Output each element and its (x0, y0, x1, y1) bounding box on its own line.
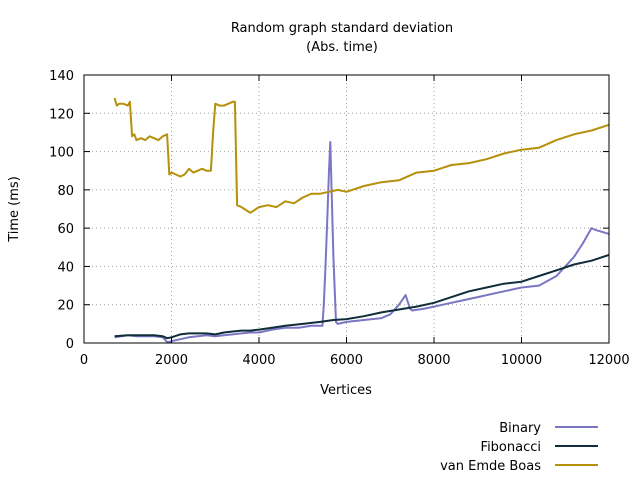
legend-label: Binary (499, 421, 541, 436)
series-lines (113, 97, 610, 343)
series-line-1 (114, 253, 610, 340)
x-tick-label: 0 (80, 353, 88, 368)
legend-label: Fibonacci (481, 440, 541, 455)
series-line-0 (114, 141, 610, 343)
x-tick-label: 10000 (501, 353, 542, 368)
y-tick-label: 0 (66, 337, 74, 352)
x-tick-label: 4000 (242, 353, 275, 368)
chart-subtitle: (Abs. time) (306, 40, 378, 55)
legend: Binary Fibonacci van Emde Boas (440, 421, 598, 474)
y-tick-label: 20 (57, 299, 74, 314)
x-tick-label: 8000 (417, 353, 450, 368)
x-tick-label: 6000 (330, 353, 363, 368)
grid-lines (84, 75, 609, 343)
y-tick-label: 40 (57, 260, 74, 275)
x-tick-label: 2000 (155, 353, 188, 368)
y-tick-label: 100 (49, 146, 74, 161)
y-tick-label: 80 (57, 184, 74, 199)
y-axis-ticks: 0 20 40 60 80 100 120 140 (49, 69, 609, 352)
y-tick-label: 120 (49, 107, 74, 122)
y-tick-label: 140 (49, 69, 74, 84)
legend-label: van Emde Boas (440, 459, 541, 474)
chart-title: Random graph standard deviation (231, 21, 453, 36)
x-axis-ticks: 0 2000 4000 6000 8000 10000 12000 (80, 75, 630, 368)
y-tick-label: 60 (57, 222, 74, 237)
x-tick-label: 12000 (588, 353, 629, 368)
y-axis-label: Time (ms) (7, 176, 22, 243)
series-line-2 (113, 97, 610, 214)
x-axis-label: Vertices (320, 383, 372, 398)
